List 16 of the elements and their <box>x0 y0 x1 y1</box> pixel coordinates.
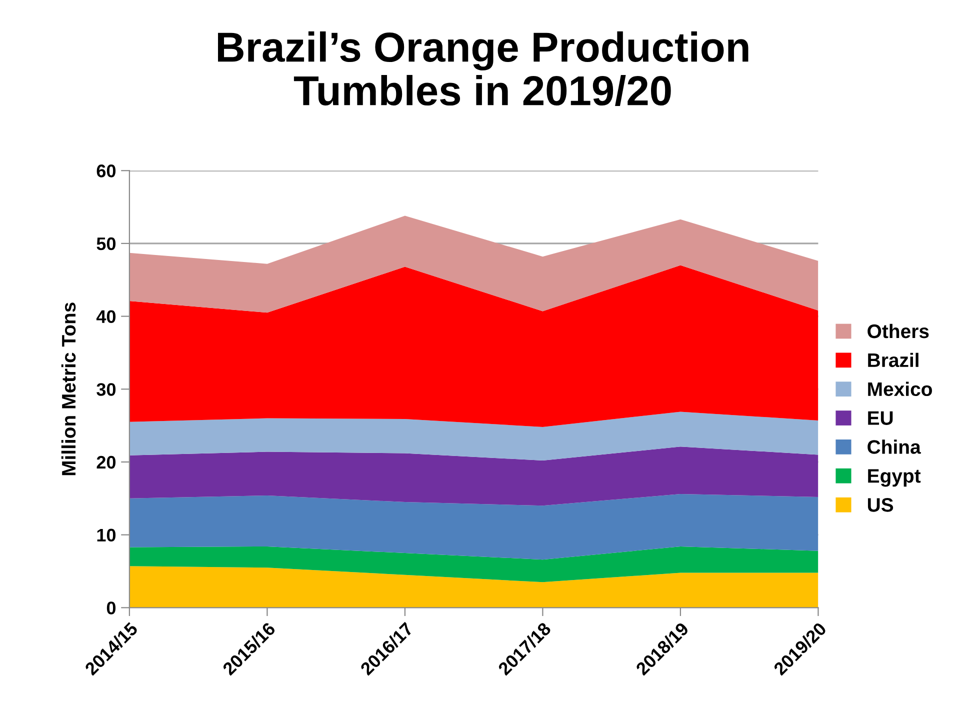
chart-title: Brazil’s Orange Production Tumbles in 2019/20 <box>218 31 748 106</box>
y-axis-title: Million Metric Tons <box>61 302 76 476</box>
y-tick-label: 20 <box>96 456 116 469</box>
legend-label: Mexico <box>868 382 932 396</box>
y-tick-label: 50 <box>96 237 116 250</box>
legend-label: Others <box>868 324 929 338</box>
legend-label: Brazil <box>868 352 918 368</box>
y-tick-label: 40 <box>96 310 116 324</box>
y-tick-label: 30 <box>96 383 116 396</box>
legend-label: US <box>868 498 894 512</box>
legend-label: EU <box>868 411 893 425</box>
legend-label: China <box>868 440 921 454</box>
y-tick-label: 10 <box>97 528 116 542</box>
y-tick-label: 0 <box>106 602 116 614</box>
y-tick-label: 60 <box>96 164 116 178</box>
legend-label: Egypt <box>868 469 921 487</box>
